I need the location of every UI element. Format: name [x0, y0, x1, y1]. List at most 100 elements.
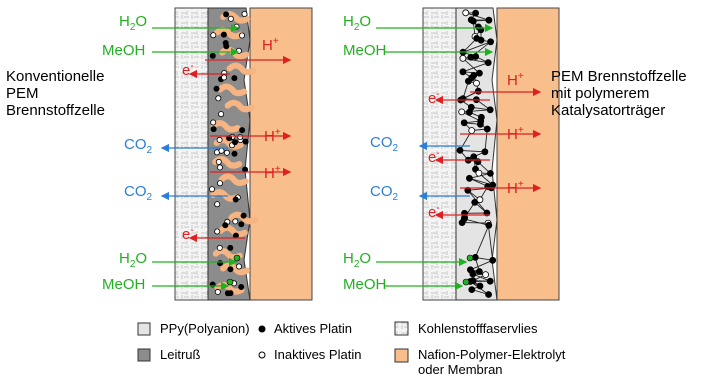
nafion-strand [217, 224, 248, 238]
polymer-strand [462, 41, 491, 53]
active-platinum-particle [486, 169, 494, 177]
left-membrane [249, 7, 313, 301]
active-platinum-particle [231, 139, 238, 146]
left-meoh-top-label: MeOH [102, 42, 146, 59]
legend-nafion-label: Nafion-Polymer-Elektrolyt oder Membran [418, 347, 565, 377]
nafion-strand [218, 173, 249, 186]
inactive-platinum-particle [208, 186, 215, 193]
active-platinum-particle [469, 17, 477, 25]
right-membrane [496, 7, 560, 301]
active-platinum-particle [483, 125, 491, 133]
active-platinum-particle [210, 126, 217, 133]
active-platinum-particle [227, 244, 234, 251]
left-platinum-particles [208, 10, 249, 297]
active-platinum-particle [468, 286, 476, 294]
polymer-strand [462, 57, 489, 64]
active-platinum-particle [231, 75, 238, 82]
active-platinum-particle [489, 256, 497, 264]
left-co2-label-2: CO2 [124, 183, 153, 203]
inactive-platinum-particle [482, 271, 490, 279]
reaction-site [233, 254, 241, 262]
nafion-strand [213, 26, 244, 40]
legend-ppy-label: PPy(Polyanion) [160, 321, 250, 336]
inactive-platinum-particle [218, 111, 225, 118]
active-platinum-particle [213, 85, 220, 92]
active-platinum-particle [471, 198, 479, 206]
active-platinum-particle [460, 119, 468, 127]
right-electron-label-2: e- [428, 148, 440, 166]
legend-fleece-label: Kohlenstofffaservlies [418, 321, 538, 336]
legend-nafion-line-2: oder Membran [418, 362, 503, 377]
polymer-strand [470, 259, 493, 271]
active-platinum-particle [476, 282, 484, 290]
active-platinum-particle [223, 43, 230, 50]
active-platinum-particle [475, 69, 483, 77]
nafion-strand [217, 83, 248, 97]
left-proton-label-1: H+ [262, 36, 279, 54]
active-platinum-particle [486, 277, 494, 285]
reaction-site [462, 278, 470, 286]
active-platinum-particle [217, 260, 224, 267]
right-electron-label-3: e- [428, 203, 440, 221]
left-title: Konventionelle PEM Brennstoffzelle [6, 68, 105, 119]
active-platinum-particle [458, 219, 466, 227]
inactive-platinum-particle [475, 169, 483, 177]
right-co2-label-2: CO2 [370, 183, 399, 203]
inactive-platinum-particle [227, 15, 234, 22]
inactive-platinum-particle [216, 136, 223, 143]
inactive-platinum-particle [216, 244, 223, 251]
inactive-platinum-particle [210, 32, 217, 39]
active-platinum-particle [487, 38, 495, 46]
inactive-platinum-particle [235, 263, 242, 270]
active-platinum-particle [476, 120, 484, 128]
active-platinum-particle [224, 290, 231, 297]
active-platinum-particle [485, 291, 493, 298]
active-platinum-particle [465, 108, 473, 116]
inactive-platinum-particle [473, 79, 480, 87]
left-title-line-1: Konventionelle [6, 68, 105, 85]
left-meoh-bottom-label: MeOH [102, 276, 146, 293]
right-proton-label-1: H+ [507, 71, 524, 89]
reaction-site [226, 278, 234, 286]
inactive-platinum-particle [476, 196, 484, 204]
legend-soot-label: Leitruß [160, 347, 201, 362]
nafion-strand [226, 62, 257, 76]
legend-inactive-platinum-label: Inaktives Platin [274, 347, 362, 362]
right-meoh-bottom-label: MeOH [343, 276, 387, 293]
active-platinum-particle [486, 106, 494, 114]
polymer-strand [459, 149, 485, 153]
inactive-platinum-particle [462, 9, 470, 17]
inactive-platinum-particle [235, 47, 242, 54]
right-electron-label-1: e- [428, 89, 440, 107]
left-co2-label-1: CO2 [124, 136, 153, 156]
active-platinum-particle [485, 16, 493, 24]
left-electron-label-2: e- [182, 225, 194, 243]
polymer-strand [461, 111, 481, 122]
inactive-platinum-particle [214, 228, 221, 235]
inactive-platinum-particle [218, 147, 225, 154]
active-platinum-particle [238, 283, 245, 290]
legend-soot-swatch [137, 348, 151, 362]
active-platinum-particle [459, 68, 467, 76]
legend-nafion-line-1: Nafion-Polymer-Elektrolyt [418, 347, 566, 362]
legend-active-platinum-label: Aktives Platin [274, 321, 353, 336]
inactive-platinum-particle [210, 119, 217, 126]
left-proton-label-2: H+ [264, 127, 281, 145]
active-platinum-particle [239, 127, 246, 134]
legend-fleece-swatch [394, 321, 409, 336]
active-platinum-particle [456, 146, 464, 154]
nafion-strand [224, 99, 255, 113]
left-title-line-2: PEM [6, 85, 39, 102]
inactive-platinum-particle [215, 95, 222, 102]
polymer-strand [462, 57, 480, 74]
right-carbon-fleece [422, 7, 457, 301]
active-platinum-particle [223, 11, 230, 18]
active-platinum-particle [464, 186, 472, 194]
active-platinum-particle [484, 59, 492, 67]
inactive-platinum-particle [214, 201, 221, 208]
legend-nafion-swatch [394, 348, 409, 363]
inactive-platinum-particle [238, 32, 245, 39]
active-platinum-particle [475, 268, 483, 275]
left-h2o-top-label: H2O [119, 13, 148, 33]
right-h2o-top-label: H2O [343, 13, 372, 33]
